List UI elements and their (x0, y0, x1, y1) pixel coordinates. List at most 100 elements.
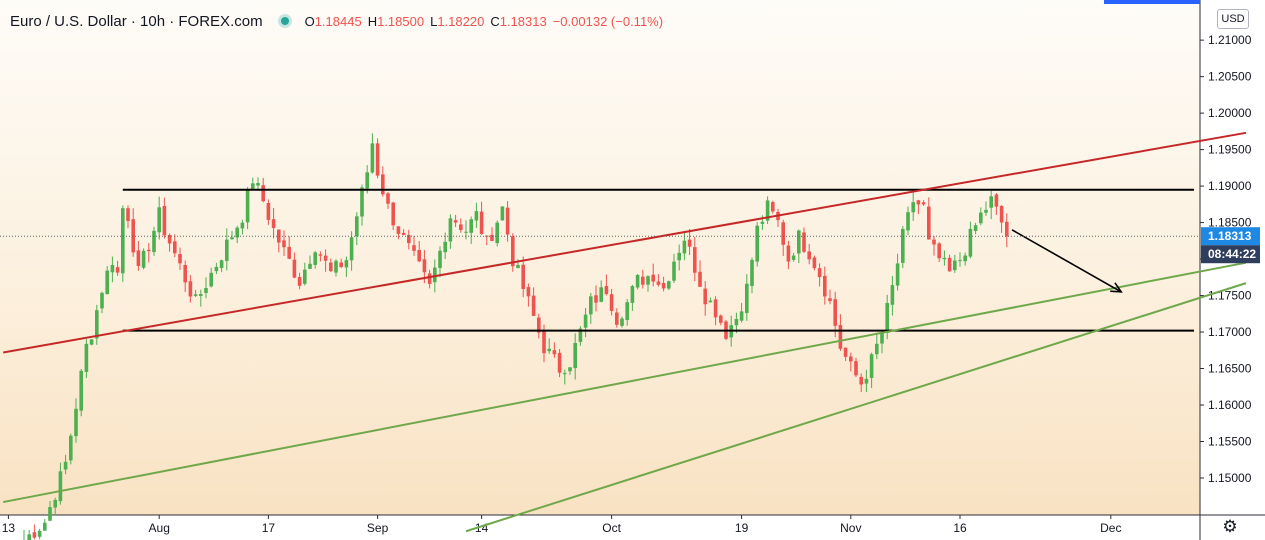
candle-body (297, 277, 302, 286)
candle-body (100, 292, 104, 309)
candle-body (557, 352, 562, 373)
candle-body (563, 373, 567, 375)
x-tick-label: 13 (2, 521, 16, 535)
x-tick-label: 16 (953, 521, 967, 535)
candle-body (937, 243, 941, 259)
candle-body (48, 507, 52, 521)
candle-body (360, 187, 364, 217)
currency-button[interactable]: USD (1217, 9, 1249, 29)
candle-body (27, 534, 31, 540)
gear-icon[interactable]: ⚙ (1222, 517, 1238, 536)
candle-body (885, 303, 889, 333)
candle-body (771, 202, 775, 212)
candle-body (240, 222, 245, 229)
candle-body (214, 266, 219, 272)
candle-body (807, 251, 811, 260)
candle-body (687, 239, 692, 247)
candle-body (37, 530, 42, 537)
y-tick-label: 1.20000 (1208, 106, 1252, 120)
candle-body (230, 237, 234, 240)
candle-body (973, 225, 978, 231)
candle-body (204, 288, 208, 293)
candle-body (786, 245, 791, 262)
candle-body (370, 143, 375, 173)
candle-body (245, 189, 250, 223)
candle-body (303, 269, 307, 284)
candle-body (599, 287, 603, 302)
candle-body (693, 247, 697, 273)
ohlc-low: L1.18220 (430, 13, 485, 29)
candle-body (625, 302, 629, 320)
y-tick-label: 1.15000 (1208, 471, 1252, 485)
candle-body (251, 183, 255, 189)
candle-body (630, 286, 635, 303)
candle-body (225, 239, 229, 261)
candle-body (583, 314, 588, 328)
candle-body (313, 252, 317, 265)
candle-body (173, 241, 177, 254)
candle-body (63, 461, 68, 470)
candle-body (261, 185, 265, 202)
market-open-icon (280, 17, 289, 25)
candle-body (979, 212, 983, 224)
candle-body (963, 255, 967, 262)
support-trend-upper-line[interactable] (3, 261, 1247, 504)
candle-body (412, 245, 416, 251)
candle-body (968, 228, 973, 257)
candle-body (136, 250, 141, 266)
last-price-label: 1.18313 (1208, 229, 1252, 243)
y-tick-label: 1.18500 (1208, 216, 1252, 230)
candle-body (79, 370, 83, 411)
candle-body (355, 216, 359, 237)
candle-body (547, 348, 551, 352)
candle-body (282, 240, 286, 248)
candle-body (141, 250, 146, 268)
x-tick-label: Sep (367, 521, 389, 535)
candle-body (381, 174, 385, 195)
candle-body (708, 300, 713, 303)
projection-arrow-line[interactable] (1011, 229, 1122, 293)
candle-body (542, 331, 546, 354)
y-tick-label: 1.17000 (1208, 325, 1252, 339)
candle-body (615, 312, 619, 325)
candle-body (266, 202, 271, 220)
candle-body (427, 273, 432, 284)
y-tick-label: 1.17500 (1208, 289, 1252, 303)
candle-body (620, 318, 624, 326)
last-price-badge (1201, 227, 1260, 246)
candle-body (802, 232, 806, 252)
candle-body (672, 261, 676, 281)
candle-body (895, 263, 900, 286)
symbol-title[interactable]: Euro / U.S. Dollar · 10h · FOREX.com (10, 12, 263, 30)
candle-body (422, 259, 427, 273)
candle-body (256, 183, 260, 186)
y-tick-label: 1.16000 (1208, 398, 1252, 412)
candle-body (193, 294, 198, 296)
candle-body (932, 239, 936, 245)
candle-body (589, 296, 593, 315)
countdown-badge (1201, 245, 1260, 264)
candle-body (833, 299, 837, 326)
candle-body (906, 212, 910, 231)
candle-body (479, 211, 484, 234)
candle-body (459, 224, 463, 230)
candle-body (53, 499, 57, 508)
candle-body (880, 332, 884, 344)
resistance-trend-line[interactable] (3, 131, 1247, 354)
candle-body (791, 255, 796, 260)
candle-body (682, 240, 687, 254)
candle-body (698, 271, 702, 287)
candle-body (573, 342, 577, 369)
candles (23, 133, 1009, 540)
support-trend-lower-line[interactable] (465, 282, 1247, 533)
candle-body (854, 361, 858, 376)
candle-body (438, 250, 442, 268)
x-tick-label: 19 (735, 521, 749, 535)
candle-body (318, 254, 323, 256)
candle-body (277, 229, 281, 243)
candle-body (859, 376, 863, 385)
candle-body (869, 354, 874, 378)
candle-body (178, 254, 182, 264)
